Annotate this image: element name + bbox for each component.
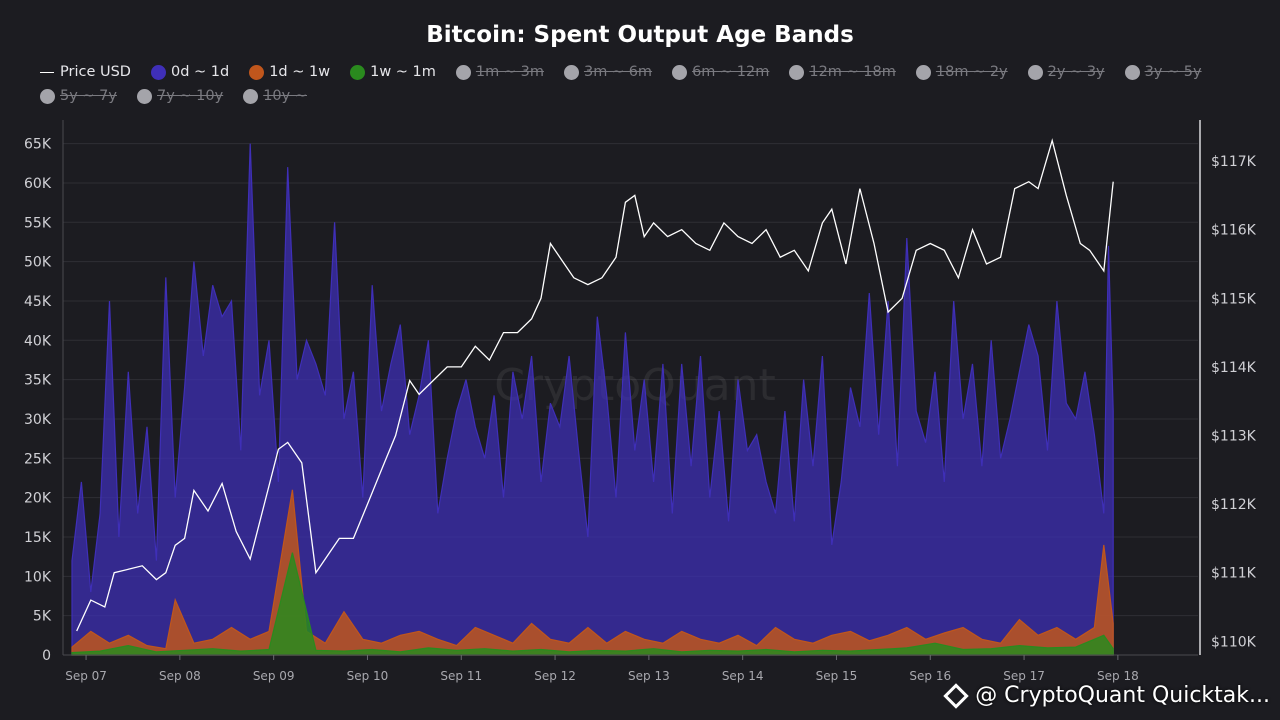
legend-item-3[interactable]: 1w ~ 1m <box>350 62 436 82</box>
legend-item-5[interactable]: 3m ~ 6m <box>563 62 653 82</box>
legend-item-1[interactable]: 0d ~ 1d <box>150 62 230 82</box>
legend-item-0[interactable]: Price USD <box>40 62 131 82</box>
price-usd-line <box>76 138 1114 632</box>
credit-text: @ CryptoQuant Quicktak... <box>975 683 1270 708</box>
legend-label: 1d ~ 1w <box>269 64 331 80</box>
legend-label: 1w ~ 1m <box>370 64 436 80</box>
legend-label: 2y ~ 3y <box>1047 64 1105 80</box>
legend-label: 1m ~ 3m <box>475 64 544 80</box>
right-axis-ticks: $110K $111K $112K $113K $114K $115K $116K $117K <box>1211 154 1257 650</box>
y-left-tick-label: 60K <box>24 176 52 192</box>
legend-item-13[interactable]: 10y ~ <box>243 86 307 106</box>
y-left-tick-label: 20K <box>24 491 52 507</box>
credit-badge[interactable]: @ CryptoQuant Quicktak... <box>943 682 1270 709</box>
y-left-tick-label: 10K <box>24 569 52 585</box>
legend-dot-icon <box>672 64 688 80</box>
y-right-tick-label: $111K <box>1211 566 1257 582</box>
legend-label: 0d ~ 1d <box>170 64 230 80</box>
y-left-tick-label: 40K <box>24 333 52 349</box>
chart-legend: Price USD 0d ~ 1d 1d ~ 1w 1w ~ 1m 1m ~ 3m 3m … <box>40 62 1260 106</box>
x-tick-label: Sep 14 <box>722 669 764 683</box>
y-right-tick-label: $110K <box>1211 634 1257 650</box>
watermark-text: CryptoQuant <box>494 360 776 411</box>
legend-dot-icon <box>249 64 265 80</box>
legend-label: 7y ~ 10y <box>156 88 224 104</box>
y-right-tick-label: $117K <box>1211 154 1257 170</box>
x-tick-label: Sep 18 <box>1097 669 1139 683</box>
x-tick-label: Sep 12 <box>534 669 576 683</box>
y-left-tick-label: 35K <box>24 373 52 389</box>
legend-dot-icon <box>1027 64 1043 80</box>
chart-title: Bitcoin: Spent Output Age Bands <box>426 22 854 48</box>
x-tick-label: Sep 13 <box>628 669 670 683</box>
y-left-tick-label: 55K <box>24 215 52 231</box>
x-axis-ticks: Sep 07 Sep 08 Sep 09 Sep 10 Sep 11 Sep 12 Sep … <box>65 655 1139 683</box>
x-tick-label: Sep 16 <box>909 669 951 683</box>
y-right-tick-label: $116K <box>1211 223 1257 239</box>
legend-dot-icon <box>563 64 579 80</box>
legend-dot-icon <box>350 64 366 80</box>
y-right-tick-label: $115K <box>1211 291 1257 307</box>
legend-item-8[interactable]: 18m ~ 2y <box>915 62 1008 82</box>
diamond-logo-icon <box>943 682 969 709</box>
y-left-tick-label: 30K <box>24 412 52 428</box>
y-left-tick-label: 50K <box>24 255 52 271</box>
y-left-tick-label: 25K <box>24 451 52 467</box>
legend-dot-icon <box>1124 64 1140 80</box>
x-tick-label: Sep 07 <box>65 669 107 683</box>
x-tick-label: Sep 09 <box>253 669 295 683</box>
y-right-tick-label: $114K <box>1211 360 1257 376</box>
legend-dot-icon <box>789 64 805 80</box>
legend-item-11[interactable]: 5y ~ 7y <box>40 86 117 106</box>
y-right-tick-label: $113K <box>1211 429 1257 445</box>
area-series-1w-1m <box>71 552 1114 656</box>
legend-dot-icon <box>455 64 471 80</box>
axes-group <box>62 120 1201 656</box>
y-left-tick-label: 5K <box>33 609 52 625</box>
legend-label: 3m ~ 6m <box>583 64 653 80</box>
price-line-group <box>76 138 1114 632</box>
x-tick-label: Sep 17 <box>1003 669 1045 683</box>
legend-dot-icon <box>136 88 152 104</box>
legend-label: 18m ~ 2y <box>935 64 1008 80</box>
x-tick-label: Sep 08 <box>159 669 201 683</box>
x-tick-label: Sep 15 <box>816 669 858 683</box>
legend-label: 10y ~ <box>263 88 307 104</box>
legend-line-icon <box>40 71 54 73</box>
y-left-tick-label: 0 <box>42 648 51 664</box>
y-right-tick-label: $112K <box>1211 497 1257 513</box>
legend-label: 12m ~ 18m <box>809 64 896 80</box>
legend-item-7[interactable]: 12m ~ 18m <box>789 62 896 82</box>
y-left-tick-label: 45K <box>24 294 52 310</box>
legend-dot-icon <box>915 64 931 80</box>
legend-item-2[interactable]: 1d ~ 1w <box>249 62 330 82</box>
area-series-1d-1w <box>71 489 1114 656</box>
y-left-tick-label: 15K <box>24 530 52 546</box>
legend-dot-icon <box>150 64 166 80</box>
legend-dot-icon <box>243 88 259 104</box>
legend-item-12[interactable]: 7y ~ 10y <box>136 86 224 106</box>
legend-dot-icon <box>40 88 55 104</box>
legend-item-9[interactable]: 2y ~ 3y <box>1027 62 1105 82</box>
legend-item-4[interactable]: 1m ~ 3m <box>455 62 544 82</box>
area-series-group <box>71 143 1114 656</box>
legend-item-10[interactable]: 3y ~ 5y <box>1124 62 1202 82</box>
x-tick-label: Sep 10 <box>347 669 389 683</box>
legend-label: 6m ~ 12m <box>692 64 770 80</box>
x-tick-label: Sep 11 <box>440 669 482 683</box>
left-axis-ticks: 0 5K 10K 15K 20K 25K 30K 35K 40K 45K 50K 55K 60K 65K <box>24 137 52 664</box>
legend-label: 3y ~ 5y <box>1144 64 1202 80</box>
y-left-tick-label: 65K <box>24 137 52 153</box>
area-series-0d-1d <box>71 143 1114 656</box>
legend-label: 5y ~ 7y <box>60 88 117 104</box>
legend-label: Price USD <box>60 64 131 80</box>
legend-item-6[interactable]: 6m ~ 12m <box>672 62 769 82</box>
